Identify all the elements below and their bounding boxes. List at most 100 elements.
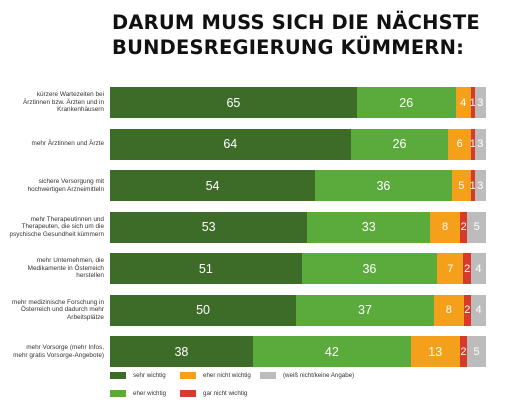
category-label-line: Krankenhäusern [57, 106, 104, 114]
legend-swatch [180, 390, 196, 397]
bar-segment: 8 [433, 294, 464, 326]
data-label: 8 [445, 304, 452, 316]
category-label-line: Ärztinnen bzw. Ärzten und in [23, 98, 104, 106]
data-label: 2 [464, 304, 471, 316]
category-label-line: Therapeuten, die sich um die [21, 223, 104, 231]
bar-segment: 1 [469, 87, 476, 118]
stacked-bar: 51 36 7 2 4 [110, 253, 486, 284]
bar-segment: 8 [430, 211, 460, 243]
data-label: 51 [198, 261, 213, 276]
data-label: 8 [441, 221, 449, 233]
bar-segment: 64 [110, 128, 351, 160]
bar-segment: 5 [467, 336, 486, 367]
data-label: 4 [460, 96, 467, 109]
chart-legend: sehr wichtig eher nicht wichtig (weiß nich… [110, 372, 470, 412]
stacked-bar: 50 37 8 2 4 [110, 294, 486, 326]
stacked-bar: 65 26 4 1 3 [110, 87, 486, 118]
category-label-line: mehr gratis Vorsorge-Angebote) [13, 351, 104, 359]
data-label: 33 [361, 220, 376, 234]
data-label: 53 [201, 220, 216, 234]
category-label-line: mehr medizinische Forschung in [12, 298, 104, 306]
bar-segment: 26 [356, 87, 456, 118]
bar-segment: 36 [301, 253, 438, 284]
bar-segment: 36 [315, 170, 452, 201]
data-label: 2 [460, 345, 467, 358]
bar-segment: 3 [474, 128, 486, 160]
bar-segment: 2 [463, 294, 472, 326]
legend-label: (weiß nicht/keine Angabe) [283, 372, 355, 379]
data-label: 5 [473, 221, 480, 233]
stacked-bar: 53 33 8 2 5 [110, 211, 486, 243]
data-label: 7 [447, 262, 454, 275]
category-label-line: psychische Gesundheit kümmern [9, 230, 104, 238]
data-label: 36 [362, 261, 377, 276]
bar-segment: 6 [448, 128, 471, 160]
data-label: 64 [223, 137, 238, 151]
data-label: 1 [469, 96, 476, 109]
data-label: 3 [477, 96, 484, 109]
data-label: 2 [460, 221, 467, 233]
legend-label: eher wichtig [133, 390, 167, 397]
bar-segment: 3 [474, 87, 486, 118]
category-label-line: hochwertigen Arzneimitteln [27, 185, 104, 193]
bar-segment: 13 [410, 336, 460, 367]
category-label-line: Österreich und dadurch mehr [20, 306, 104, 314]
data-label: 50 [196, 303, 211, 317]
chart-title: DARUM MUSS SICH DIE NÄCHSTE BUNDESREGIER… [112, 10, 502, 60]
bar-segment: 2 [463, 253, 471, 284]
category-label: mehr medizinische Forschung in Österreich… [0, 295, 104, 326]
category-label: mehr Ärztinnen und Ärzte [0, 129, 104, 160]
bar-segment: 7 [437, 253, 464, 284]
legend-label: eher nicht wichtig [203, 372, 251, 379]
category-label-line: Medikamente in Österreich [27, 264, 104, 272]
category-label: sichere Versorgung mit hochwertigen Arzne… [0, 170, 104, 201]
bar-segment: 50 [110, 294, 297, 326]
data-label: 36 [376, 178, 391, 193]
category-label-line: mehr Ärztinnen und Ärzte [31, 140, 104, 148]
chart-title-line-2: BUNDESREGIERUNG KÜMMERN: [112, 36, 465, 59]
stacked-bar: 54 36 5 1 3 [110, 170, 486, 201]
category-label-line: mehr Therapeutinnen und [30, 215, 104, 223]
data-label: 6 [456, 138, 463, 150]
bar-segment: 4 [470, 253, 486, 284]
data-label: 5 [458, 179, 465, 192]
bar-segment: 54 [110, 170, 316, 201]
legend-swatch [110, 390, 126, 397]
bar-segment: 65 [110, 87, 357, 118]
category-label: kürzere Wartezeiten bei Ärztinnen bzw. Är… [0, 87, 104, 118]
category-label: mehr Vorsorge (mehr Infos, mehr gratis Vo… [0, 336, 104, 367]
bar-segment: 4 [471, 294, 486, 326]
category-label-line: kürzere Wartezeiten bei [36, 91, 104, 99]
legend-swatch [110, 372, 126, 379]
category-label: mehr Therapeutinnen und Therapeuten, die … [0, 212, 104, 243]
chart-title-line-1: DARUM MUSS SICH DIE NÄCHSTE [112, 11, 480, 34]
data-label: 4 [475, 304, 482, 316]
bar-segment: 42 [252, 336, 411, 367]
bar-segment: 4 [455, 87, 471, 118]
bar-segment: 51 [110, 253, 302, 284]
bar-segment: 1 [469, 170, 476, 201]
data-label: 3 [477, 138, 484, 150]
legend-label: gar nicht wichtig [203, 390, 248, 397]
data-label: 42 [324, 344, 339, 359]
category-label-line: sichere Versorgung mit [38, 177, 104, 185]
data-label: 1 [469, 179, 476, 192]
legend-swatch [180, 372, 196, 379]
legend-label: sehr wichtig [133, 372, 166, 379]
bar-segment: 5 [451, 170, 471, 201]
bar-segment: 1 [470, 128, 476, 160]
bar-segment: 38 [110, 336, 253, 367]
category-label-line: mehr Unternehmen, die [36, 257, 104, 265]
bar-segment: 3 [474, 170, 486, 201]
data-label: 5 [473, 345, 480, 358]
data-label: 13 [428, 344, 443, 359]
legend-item: sehr wichtig [110, 372, 166, 379]
stacked-bar: 38 42 13 2 5 [110, 336, 486, 367]
legend-item: gar nicht wichtig [180, 390, 247, 397]
bar-segment: 2 [459, 336, 468, 367]
bar-segment: 53 [110, 211, 308, 243]
bar-segment: 37 [296, 294, 434, 326]
stacked-bar: 64 26 6 1 3 [110, 128, 486, 160]
data-label: 38 [174, 344, 189, 359]
legend-item: (weiß nicht/keine Angabe) [260, 372, 354, 379]
